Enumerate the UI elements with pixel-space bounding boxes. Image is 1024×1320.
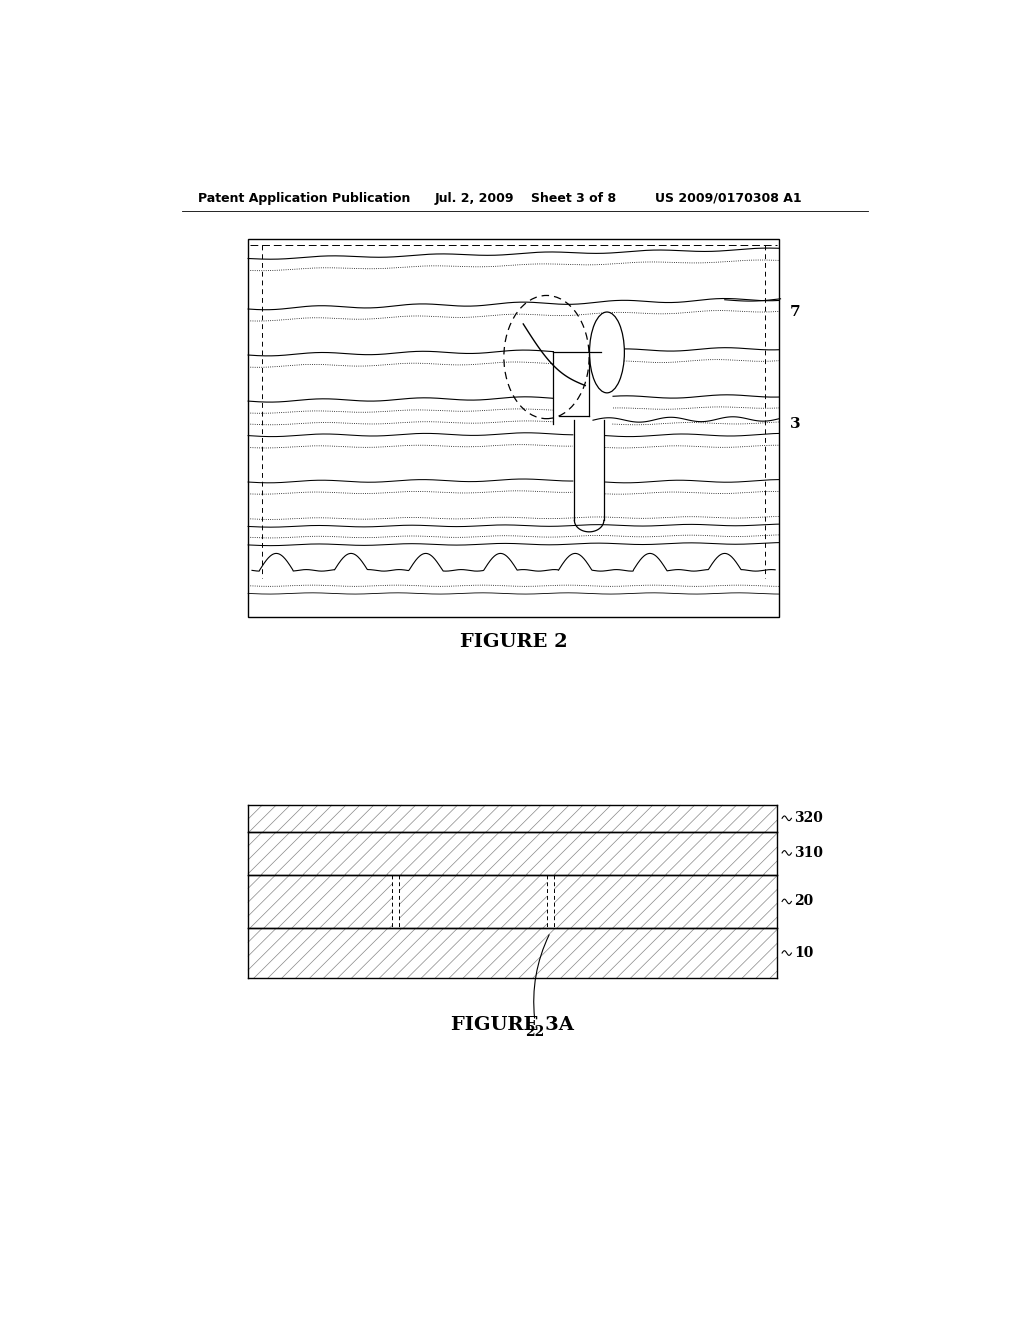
Bar bbox=[248, 928, 777, 978]
Text: US 2009/0170308 A1: US 2009/0170308 A1 bbox=[655, 191, 802, 205]
Bar bbox=[248, 239, 779, 616]
Text: 320: 320 bbox=[795, 812, 823, 825]
Text: 310: 310 bbox=[795, 846, 823, 859]
Bar bbox=[248, 805, 777, 832]
Text: Patent Application Publication: Patent Application Publication bbox=[198, 191, 411, 205]
Text: 20: 20 bbox=[795, 895, 814, 908]
Text: FIGURE 3A: FIGURE 3A bbox=[452, 1015, 574, 1034]
Bar bbox=[248, 832, 777, 875]
Text: 10: 10 bbox=[795, 946, 814, 960]
Text: Jul. 2, 2009: Jul. 2, 2009 bbox=[434, 191, 514, 205]
Text: Sheet 3 of 8: Sheet 3 of 8 bbox=[531, 191, 616, 205]
Bar bbox=[391, 875, 399, 928]
Ellipse shape bbox=[590, 312, 625, 393]
Bar bbox=[547, 875, 554, 928]
Bar bbox=[248, 875, 777, 928]
Text: 22: 22 bbox=[525, 1024, 545, 1039]
Text: 7: 7 bbox=[790, 305, 801, 319]
Text: FIGURE 2: FIGURE 2 bbox=[460, 634, 567, 651]
Text: 3: 3 bbox=[790, 417, 801, 432]
